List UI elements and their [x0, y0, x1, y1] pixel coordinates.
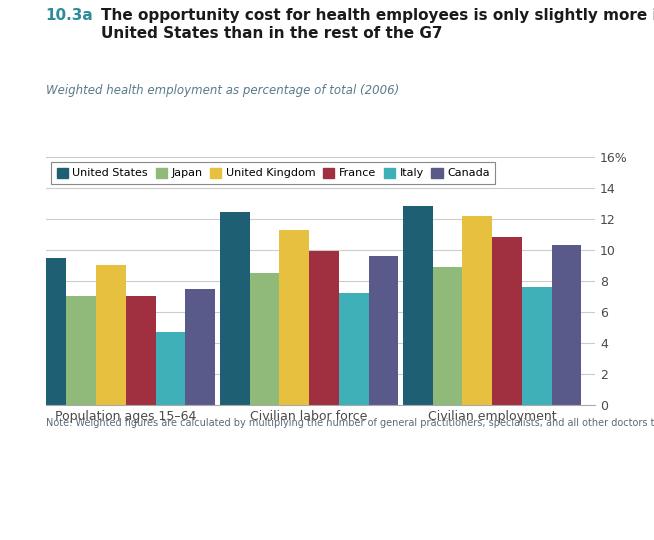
Bar	[309, 251, 339, 405]
Bar	[67, 296, 96, 405]
Bar	[156, 332, 186, 405]
Bar	[552, 245, 581, 405]
Text: Note: Weighted figures are calculated by multiplying the number of general pract: Note: Weighted figures are calculated by…	[46, 418, 654, 429]
Bar	[186, 288, 215, 405]
Bar	[37, 258, 67, 405]
Bar	[339, 293, 369, 405]
Bar	[369, 256, 398, 405]
Bar	[220, 212, 250, 405]
Bar	[403, 206, 433, 405]
Text: Weighted health employment as percentage of total (2006): Weighted health employment as percentage…	[46, 84, 399, 97]
Bar	[492, 238, 522, 405]
Bar	[433, 267, 462, 405]
Bar	[279, 230, 309, 405]
Bar	[96, 265, 126, 405]
Text: 10.3a: 10.3a	[46, 8, 94, 23]
Bar	[249, 273, 279, 405]
Bar	[522, 287, 552, 405]
Bar	[462, 215, 492, 405]
Text: The opportunity cost for health employees is only slightly more in the
United St: The opportunity cost for health employee…	[101, 8, 654, 40]
Legend: United States, Japan, United Kingdom, France, Italy, Canada: United States, Japan, United Kingdom, Fr…	[51, 162, 495, 184]
Bar	[126, 296, 156, 405]
